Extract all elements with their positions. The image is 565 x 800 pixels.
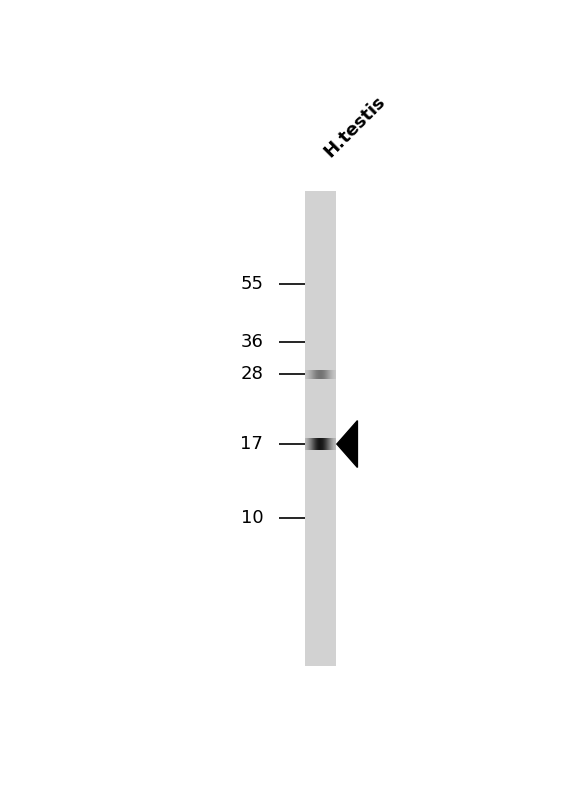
Polygon shape bbox=[337, 421, 358, 467]
Text: 17: 17 bbox=[241, 435, 263, 453]
Text: 28: 28 bbox=[241, 366, 263, 383]
Text: H.testis: H.testis bbox=[320, 92, 389, 161]
Text: 10: 10 bbox=[241, 509, 263, 527]
Text: 55: 55 bbox=[240, 275, 263, 293]
Text: 36: 36 bbox=[241, 334, 263, 351]
Bar bbox=[305, 191, 336, 666]
